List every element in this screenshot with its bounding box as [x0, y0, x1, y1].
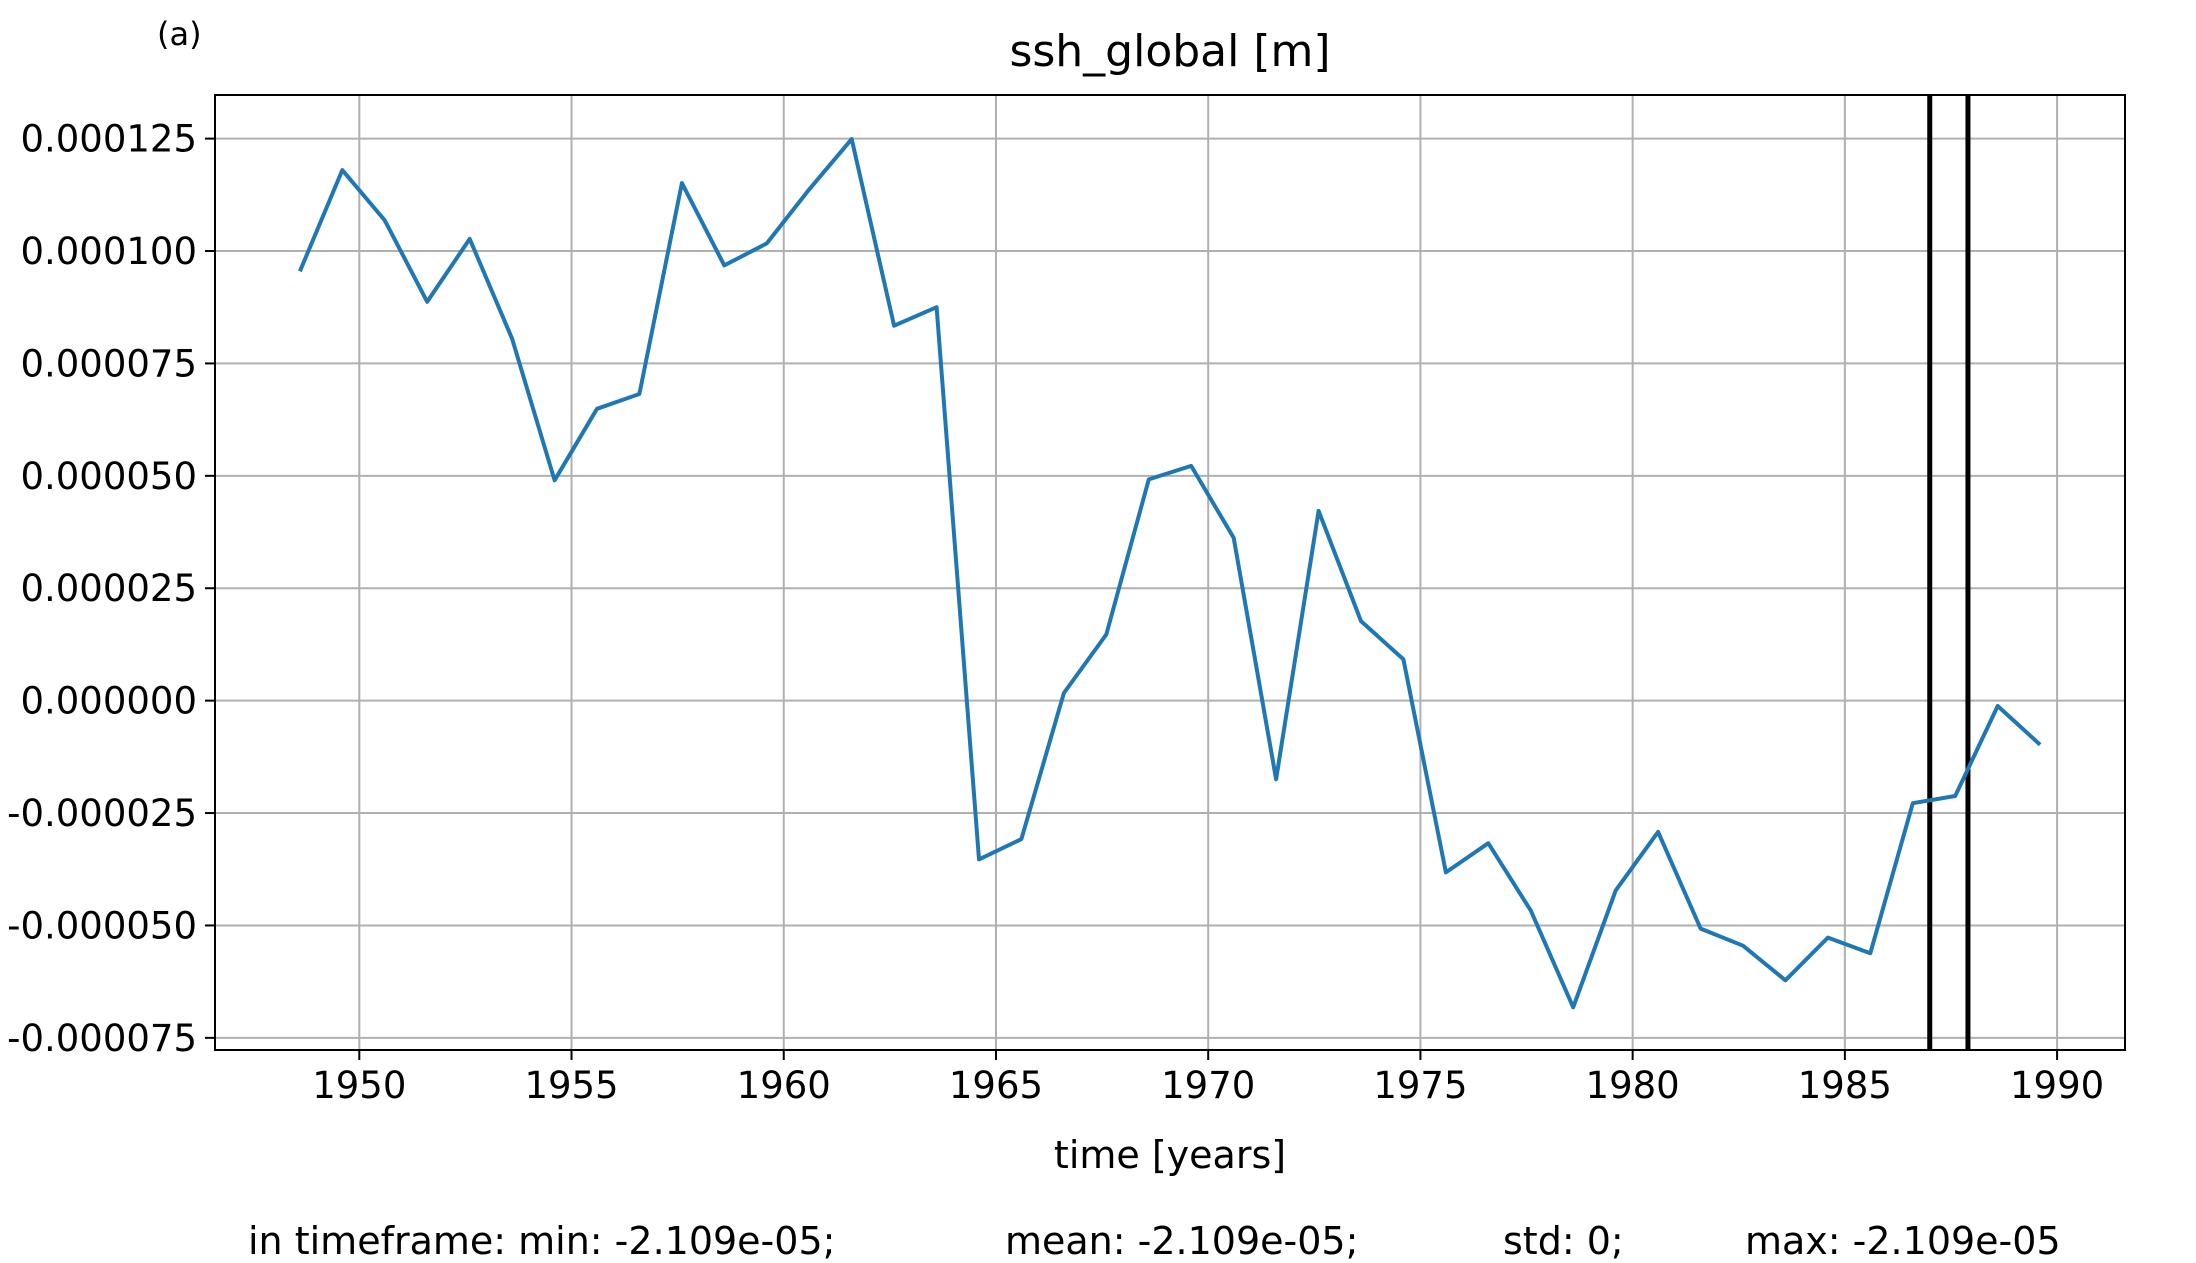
x-tick-label: 1985	[1798, 1064, 1892, 1107]
y-axis: 0.000125 0.000100 0.000075 0.000050 0.000025…	[7, 118, 215, 1060]
x-axis: 1950 1955 1960 1965 1970 1975 1980 1985 1990	[312, 1050, 2104, 1107]
y-tick-label: 0.000100	[20, 230, 197, 273]
panel-label: (a)	[157, 15, 202, 53]
x-tick-label: 1955	[524, 1064, 618, 1107]
y-tick-label: 0.000075	[20, 342, 197, 385]
chart-title: ssh_global [m]	[1009, 26, 1330, 77]
x-axis-label: time [years]	[1054, 1133, 1286, 1177]
x-tick-label: 1980	[1586, 1064, 1680, 1107]
stat-min: in timeframe: min: -2.109e-05;	[248, 1219, 835, 1263]
series-line	[298, 137, 2042, 1010]
stat-mean: mean: -2.109e-05;	[1005, 1219, 1358, 1263]
x-tick-label: 1975	[1373, 1064, 1467, 1107]
grid	[215, 95, 2125, 1050]
x-tick-label: 1960	[737, 1064, 831, 1107]
x-tick-label: 1950	[312, 1064, 406, 1107]
x-tick-label: 1970	[1161, 1064, 1255, 1107]
y-tick-label: 0.000050	[20, 455, 197, 498]
plot-frame	[214, 94, 2126, 1051]
y-tick-label: -0.000075	[7, 1017, 197, 1060]
y-tick-label: 0.000125	[20, 118, 197, 161]
x-tick-label: 1990	[2010, 1064, 2104, 1107]
x-tick-label: 1965	[949, 1064, 1043, 1107]
y-tick-label: -0.000050	[7, 904, 197, 947]
y-tick-label: -0.000025	[7, 792, 197, 835]
series-layer	[298, 137, 2042, 1010]
stat-max: max: -2.109e-05	[1745, 1219, 2061, 1263]
timeframe-markers	[1927, 95, 1971, 1050]
y-tick-label: 0.000000	[20, 680, 197, 723]
y-tick-label: 0.000025	[20, 567, 197, 610]
stat-std: std: 0;	[1503, 1219, 1624, 1263]
